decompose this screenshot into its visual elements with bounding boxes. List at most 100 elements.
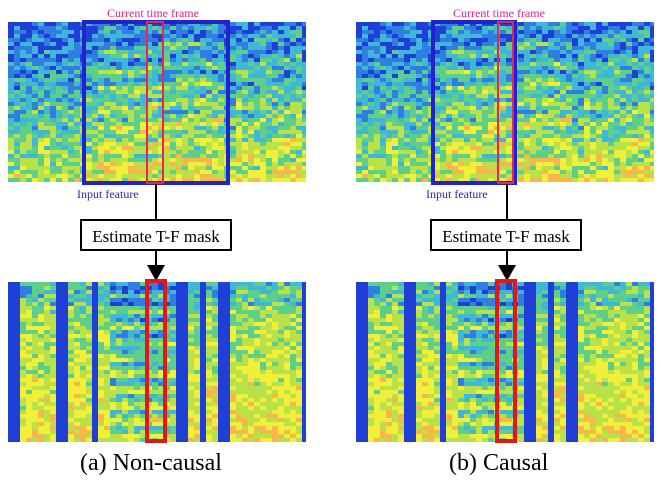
spectrogram-cell [218, 146, 225, 151]
spectrogram-cell [128, 386, 135, 391]
spectrogram-cell [488, 78, 495, 83]
spectrogram-cell [68, 310, 75, 315]
spectrogram-cell [206, 50, 213, 55]
spectrogram-cell [158, 154, 165, 159]
spectrogram-cell [32, 122, 39, 127]
spectrogram-cell [230, 386, 237, 391]
spectrogram-cell [188, 50, 195, 55]
spectrogram-cell [86, 146, 93, 151]
spectrogram-cell [224, 346, 231, 351]
spectrogram-cell [98, 90, 105, 95]
spectrogram-cell [374, 26, 381, 31]
spectrogram-cell [98, 46, 105, 51]
spectrogram-cell [296, 82, 303, 87]
spectrogram-cell [356, 98, 363, 103]
spectrogram-cell [14, 38, 21, 43]
spectrogram-cell [188, 378, 195, 383]
spectrogram-cell [14, 366, 21, 371]
spectrogram-cell [254, 142, 261, 147]
spectrogram-cell [260, 410, 267, 415]
spectrogram-cell [134, 54, 141, 59]
spectrogram-cell [146, 54, 153, 59]
spectrogram-cell [134, 378, 141, 383]
spectrogram-cell [128, 350, 135, 355]
spectrogram-cell [98, 78, 105, 83]
spectrogram-cell [218, 122, 225, 127]
spectrogram-cell [116, 138, 123, 143]
spectrogram-cell [146, 290, 153, 295]
spectrogram-cell [230, 22, 237, 27]
spectrogram-cell [200, 118, 207, 123]
spectrogram-cell [200, 162, 207, 167]
spectrogram-cell [170, 58, 177, 63]
spectrogram-cell [446, 94, 453, 99]
spectrogram-cell [290, 386, 297, 391]
spectrogram-cell [254, 402, 261, 407]
spectrogram-cell [254, 386, 261, 391]
spectrogram-cell [92, 146, 99, 151]
spectrogram-cell [92, 286, 99, 291]
spectrogram-cell [110, 430, 117, 435]
spectrogram-cell [26, 342, 33, 347]
spectrogram-cell [26, 154, 33, 159]
spectrogram-cell [440, 106, 447, 111]
spectrogram-cell [62, 366, 69, 371]
spectrogram-cell [404, 62, 411, 67]
spectrogram-cell [374, 66, 381, 71]
spectrogram-cell [272, 422, 279, 427]
spectrogram-cell [488, 98, 495, 103]
spectrogram-cell [254, 82, 261, 87]
spectrogram-cell [164, 326, 171, 331]
spectrogram-cell [98, 302, 105, 307]
spectrogram-cell [68, 118, 75, 123]
spectrogram-cell [104, 366, 111, 371]
spectrogram-cell [452, 86, 459, 91]
spectrogram-cell [482, 154, 489, 159]
spectrogram-cell [140, 370, 147, 375]
spectrogram-cell [224, 310, 231, 315]
spectrogram-cell [302, 54, 306, 59]
spectrogram-cell [302, 394, 306, 399]
spectrogram-cell [236, 70, 243, 75]
spectrogram-cell [200, 110, 207, 115]
spectrogram-cell [206, 386, 213, 391]
spectrogram-cell [260, 418, 267, 423]
spectrogram-cell [164, 358, 171, 363]
spectrogram-cell [176, 362, 183, 367]
spectrogram-cell [134, 70, 141, 75]
spectrogram-cell [98, 298, 105, 303]
spectrogram-cell [134, 302, 141, 307]
spectrogram-cell [278, 422, 285, 427]
spectrogram-cell [356, 118, 363, 123]
spectrogram-cell [296, 302, 303, 307]
spectrogram-cell [404, 30, 411, 35]
spectrogram-cell [14, 66, 21, 71]
spectrogram-cell [56, 134, 63, 139]
spectrogram-cell [32, 282, 39, 287]
spectrogram-cell [26, 322, 33, 327]
spectrogram-cell [434, 102, 441, 107]
spectrogram-cell [500, 46, 507, 51]
spectrogram-cell [164, 298, 171, 303]
spectrogram-cell [20, 342, 27, 347]
spectrogram-cell [200, 62, 207, 67]
spectrogram-cell [62, 390, 69, 395]
spectrogram-cell [278, 46, 285, 51]
spectrogram-cell [212, 334, 219, 339]
spectrogram-cell [212, 362, 219, 367]
spectrogram-cell [302, 42, 306, 47]
spectrogram-cell [368, 58, 375, 63]
spectrogram-cell [470, 42, 477, 47]
spectrogram-cell [170, 326, 177, 331]
spectrogram-cell [302, 314, 306, 319]
spectrogram-cell [482, 142, 489, 147]
spectrogram-cell [194, 362, 201, 367]
spectrogram-cell [74, 326, 81, 331]
spectrogram-cell [302, 386, 306, 391]
spectrogram-cell [44, 338, 51, 343]
spectrogram-cell [230, 334, 237, 339]
spectrogram-cell [278, 286, 285, 291]
spectrogram-cell [140, 330, 147, 335]
spectrogram-cell [170, 406, 177, 411]
spectrogram-cell [206, 302, 213, 307]
